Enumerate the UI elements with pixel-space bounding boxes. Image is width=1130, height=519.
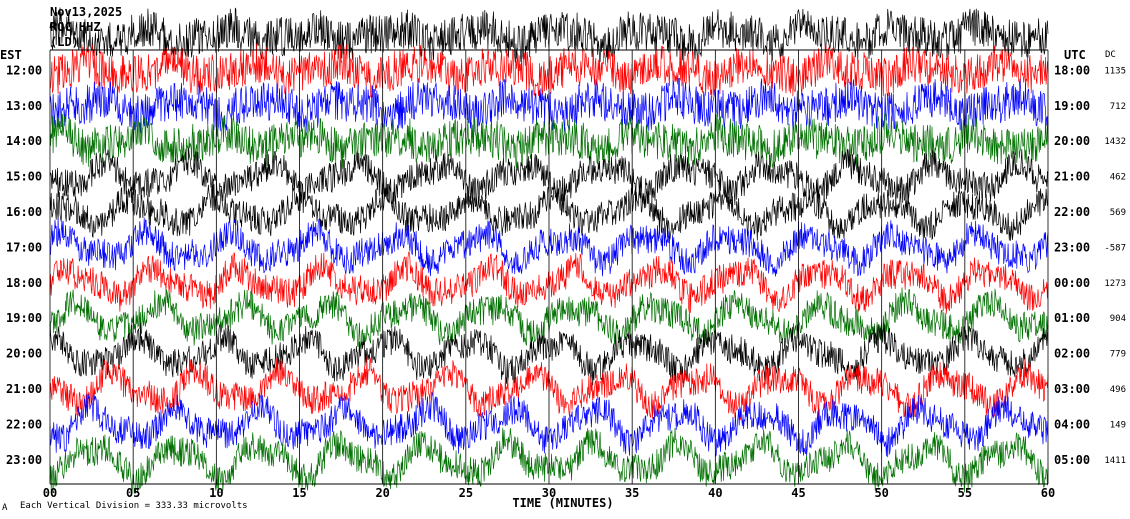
- dc-value: 149: [1110, 420, 1126, 430]
- utc-hour-label: 20:00: [1054, 134, 1090, 148]
- est-hour-label: 22:00: [6, 417, 42, 431]
- x-tick-label: 25: [459, 486, 473, 500]
- dc-value: 462: [1110, 173, 1126, 183]
- x-tick-label: 20: [375, 486, 389, 500]
- utc-hour-label: 02:00: [1054, 347, 1090, 361]
- utc-hour-label: 04:00: [1054, 417, 1090, 431]
- utc-hour-label: 21:00: [1054, 170, 1090, 184]
- x-axis-ticks: 00 05 10 15 20 25 30 35 40 45 50 55 60: [43, 486, 1055, 500]
- scale-note: Each Vertical Division = 333.33 microvol…: [20, 501, 248, 511]
- dc-value: 569: [1110, 208, 1126, 218]
- x-axis-label: TIME (MINUTES): [512, 496, 613, 510]
- dc-value: 1135: [1104, 66, 1126, 76]
- est-hour-label: 23:00: [6, 453, 42, 467]
- x-tick-label: 15: [292, 486, 306, 500]
- dc-value: 779: [1110, 350, 1126, 360]
- est-hour-label: 16:00: [6, 205, 42, 219]
- est-hour-label: 17:00: [6, 240, 42, 254]
- footer-marker: A: [2, 503, 8, 513]
- hour-labels: 12:00 18:00 1135 13:00 19:00 712 14:00 20:00 143…: [6, 63, 1126, 466]
- x-tick-label: 45: [791, 486, 805, 500]
- minute-grid: [49, 49, 1049, 485]
- x-tick-label: 55: [958, 486, 972, 500]
- dc-value: 712: [1110, 102, 1126, 112]
- utc-hour-label: 01:00: [1054, 311, 1090, 325]
- x-tick-label: 40: [708, 486, 722, 500]
- dc-label: DC: [1105, 50, 1116, 60]
- est-label: EST: [0, 48, 22, 62]
- utc-hour-label: 23:00: [1054, 240, 1090, 254]
- dc-value: 496: [1110, 385, 1126, 395]
- est-hour-label: 12:00: [6, 63, 42, 77]
- x-tick-label: 60: [1041, 486, 1055, 500]
- utc-label: UTC: [1064, 48, 1086, 62]
- header-mode: (LD): [50, 35, 79, 49]
- dc-value: -587: [1104, 243, 1126, 253]
- x-tick-label: 10: [209, 486, 223, 500]
- dc-value: 1273: [1104, 279, 1126, 289]
- est-hour-label: 15:00: [6, 170, 42, 184]
- est-hour-label: 18:00: [6, 276, 42, 290]
- utc-hour-label: 22:00: [1054, 205, 1090, 219]
- dc-value: 1411: [1104, 456, 1126, 466]
- est-hour-label: 14:00: [6, 134, 42, 148]
- est-hour-label: 20:00: [6, 347, 42, 361]
- x-tick-label: 05: [126, 486, 140, 500]
- utc-hour-label: 19:00: [1054, 99, 1090, 113]
- utc-hour-label: 03:00: [1054, 382, 1090, 396]
- dc-value: 904: [1110, 314, 1126, 324]
- header-station: ROC HHZ: [50, 20, 101, 34]
- x-tick-label: 30: [542, 486, 556, 500]
- header-date: Nov13,2025: [50, 5, 122, 19]
- x-tick-label: 50: [874, 486, 888, 500]
- est-hour-label: 19:00: [6, 311, 42, 325]
- utc-hour-label: 18:00: [1054, 63, 1090, 77]
- x-tick-label: 00: [43, 486, 57, 500]
- est-hour-label: 21:00: [6, 382, 42, 396]
- utc-hour-label: 05:00: [1054, 453, 1090, 467]
- dc-value: 1432: [1104, 137, 1126, 147]
- est-hour-label: 13:00: [6, 99, 42, 113]
- utc-hour-label: 00:00: [1054, 276, 1090, 290]
- x-tick-label: 35: [625, 486, 639, 500]
